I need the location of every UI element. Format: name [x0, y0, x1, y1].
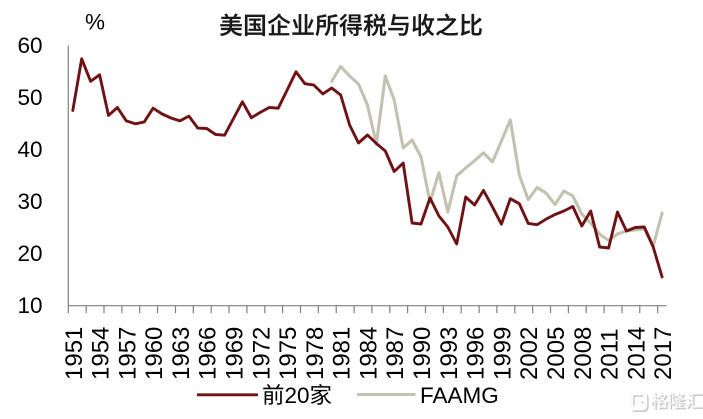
svg-text:1954: 1954 — [88, 327, 115, 380]
svg-text:%: % — [85, 10, 105, 35]
svg-text:1984: 1984 — [356, 327, 383, 380]
svg-text:2017: 2017 — [650, 327, 677, 380]
svg-text:2002: 2002 — [516, 327, 543, 380]
svg-text:1981: 1981 — [329, 327, 356, 380]
svg-text:2008: 2008 — [570, 327, 597, 380]
svg-text:1999: 1999 — [489, 327, 516, 380]
svg-text:40: 40 — [17, 137, 42, 162]
svg-text:1996: 1996 — [463, 327, 490, 380]
svg-text:10: 10 — [17, 293, 42, 318]
svg-text:1975: 1975 — [275, 327, 302, 380]
svg-text:1963: 1963 — [168, 327, 195, 380]
svg-text:1966: 1966 — [195, 327, 222, 380]
svg-text:1987: 1987 — [382, 327, 409, 380]
svg-text:2005: 2005 — [543, 327, 570, 380]
svg-text:50: 50 — [17, 85, 42, 110]
svg-text:1969: 1969 — [222, 327, 249, 380]
svg-text:1990: 1990 — [409, 327, 436, 380]
svg-text:20: 20 — [17, 241, 42, 266]
svg-text:30: 30 — [17, 189, 42, 214]
svg-text:60: 60 — [17, 33, 42, 58]
svg-text:1993: 1993 — [436, 327, 463, 380]
svg-text:20: 20 — [285, 383, 310, 408]
svg-text:1960: 1960 — [141, 327, 168, 380]
svg-text:FAAMG: FAAMG — [420, 383, 499, 408]
svg-text:1957: 1957 — [114, 327, 141, 380]
svg-text:1951: 1951 — [61, 327, 88, 380]
svg-text:1978: 1978 — [302, 327, 329, 380]
svg-text:2011: 2011 — [597, 328, 624, 380]
svg-text:1972: 1972 — [248, 327, 275, 380]
svg-text:2014: 2014 — [623, 327, 650, 380]
